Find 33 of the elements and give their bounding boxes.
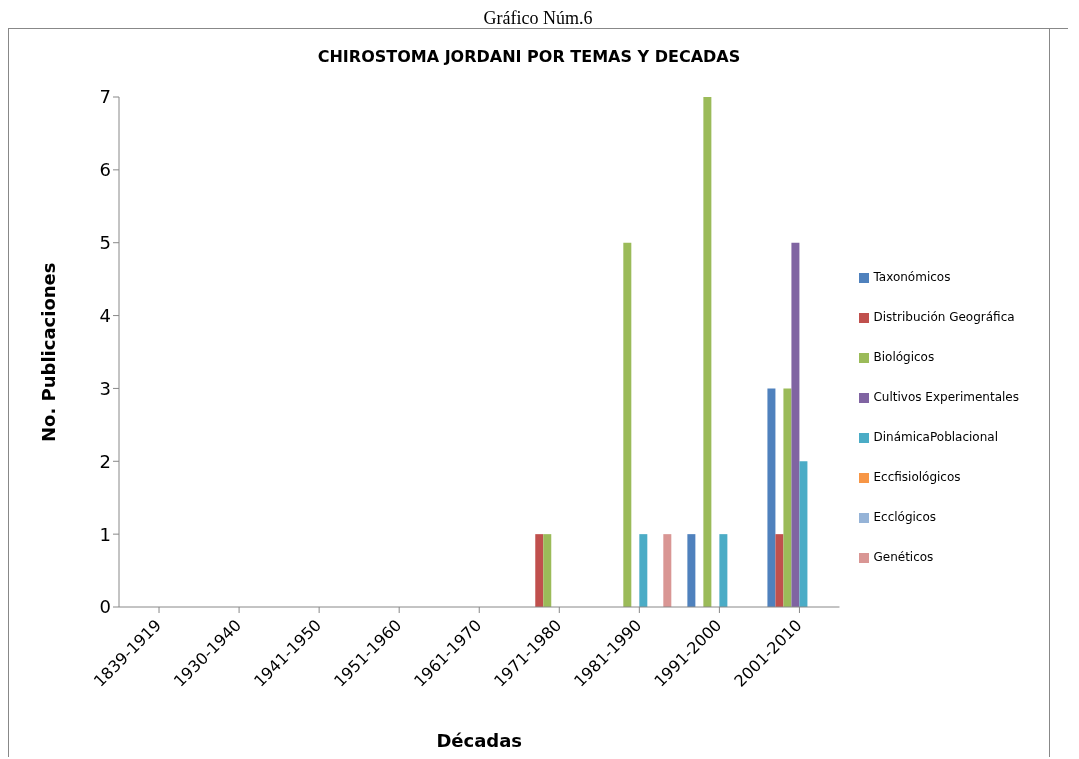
bar [703,97,712,607]
bar [791,242,800,607]
bar [663,534,672,607]
legend-label: Biológicos [873,350,935,364]
chart-title: CHIROSTOMA JORDANI POR TEMAS Y DECADAS [316,46,742,68]
y-tick-label: 7 [99,86,111,108]
legend-label: Distribución Geográfica [873,310,1015,324]
y-tick-label: 4 [99,304,111,326]
y-tick-label: 1 [99,523,111,545]
legend-label: Eccfisiológicos [873,470,961,484]
y-tick-label: 6 [99,159,111,181]
bar [623,242,632,607]
y-axis-title: No. Publicaciones [38,262,60,442]
bar [719,534,728,607]
bar [687,534,696,607]
bar [767,388,776,607]
y-tick-label: 2 [99,450,111,472]
legend-label: Cultivos Experimentales [873,390,1019,404]
bar [639,534,648,607]
y-tick-label: 5 [99,232,111,254]
bar [783,388,792,607]
bar [799,461,808,607]
legend-label: Ecclógicos [873,510,937,524]
legend-label: Taxonómicos [873,270,951,284]
bar [543,534,552,607]
y-tick-label: 3 [99,377,111,399]
x-axis-title: Décadas [436,730,523,751]
bar [775,534,784,607]
y-tick-label: 0 [99,596,111,618]
text: Gráfico Núm.6 [8,8,1068,29]
bar [535,534,544,607]
legend-label: DinámicaPoblacional [873,430,998,444]
legend-label: Genéticos [873,550,934,564]
